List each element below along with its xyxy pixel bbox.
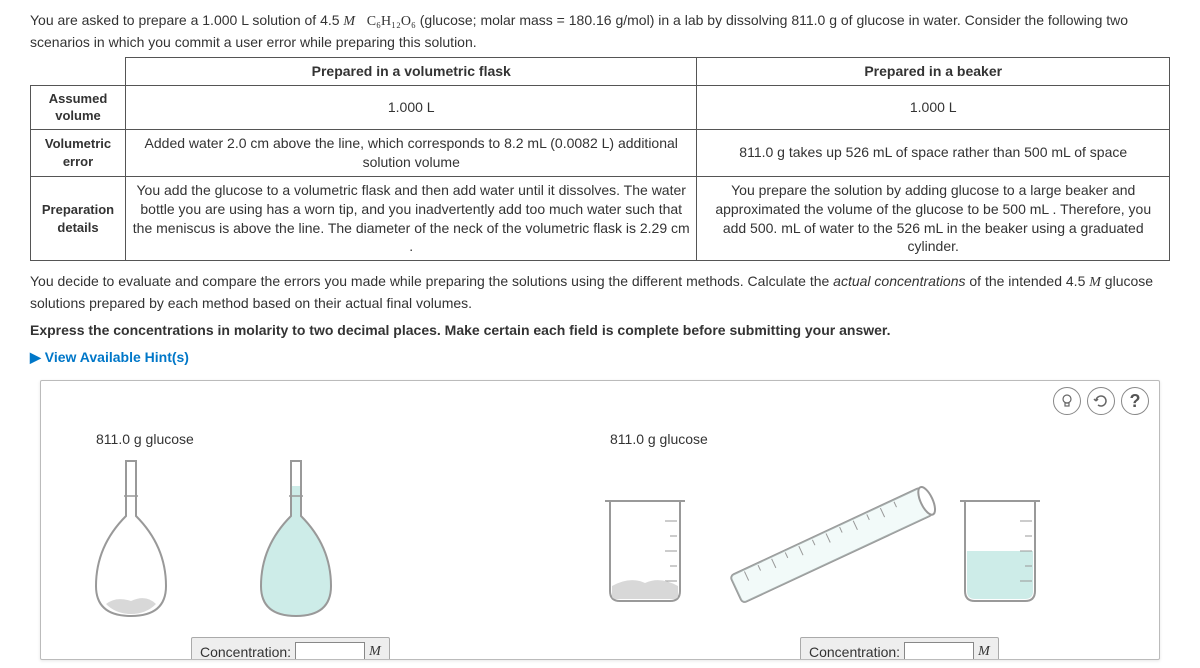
- concentration-label: Concentration:: [809, 644, 900, 660]
- table-row: Volumetric error Added water 2.0 cm abov…: [31, 129, 1170, 176]
- scenario-table: Prepared in a volumetric flask Prepared …: [30, 57, 1170, 261]
- answer-area: ? 811.0 g glucose Concentration: M: [40, 380, 1160, 660]
- table-row: Assumed volume 1.000 L 1.000 L: [31, 85, 1170, 129]
- volumetric-flask-filled-icon: [241, 456, 351, 626]
- bulb-icon: [1059, 393, 1075, 409]
- concentration-input-2[interactable]: [904, 642, 974, 660]
- reset-icon: [1093, 393, 1109, 409]
- col-header-beaker: Prepared in a beaker: [697, 58, 1170, 86]
- glucose-label-right: 811.0 g glucose: [610, 431, 708, 447]
- table-row: Preparation details You add the glucose …: [31, 176, 1170, 261]
- beaker-powder-icon: [595, 491, 695, 611]
- help-icon: ?: [1130, 391, 1141, 412]
- instruction-text: You decide to evaluate and compare the e…: [30, 271, 1170, 314]
- view-hints-button[interactable]: ▶View Available Hint(s): [30, 349, 1170, 366]
- glucose-label-left: 811.0 g glucose: [96, 431, 194, 447]
- instruction-bold: Express the concentrations in molarity t…: [30, 320, 1170, 341]
- help-button[interactable]: ?: [1121, 387, 1149, 415]
- chemical-formula: C₆H₁₂O₆: [367, 14, 416, 29]
- unit-label: M: [369, 644, 381, 660]
- concentration-input-group-left: Concentration: M: [191, 637, 390, 660]
- hint-bulb-button[interactable]: [1053, 387, 1081, 415]
- concentration-input-1[interactable]: [295, 642, 365, 660]
- concentration-label: Concentration:: [200, 644, 291, 660]
- reset-button[interactable]: [1087, 387, 1115, 415]
- toolbar: ?: [1053, 387, 1149, 415]
- col-header-flask: Prepared in a volumetric flask: [126, 58, 697, 86]
- beaker-liquid-icon: [950, 491, 1050, 611]
- concentration-input-group-right: Concentration: M: [800, 637, 999, 660]
- volumetric-flask-empty-icon: [76, 456, 186, 626]
- unit-label: M: [978, 644, 990, 660]
- chevron-right-icon: ▶: [30, 349, 41, 366]
- graduated-cylinder-icon: [700, 481, 940, 611]
- question-prompt: You are asked to prepare a 1.000 L solut…: [30, 10, 1170, 53]
